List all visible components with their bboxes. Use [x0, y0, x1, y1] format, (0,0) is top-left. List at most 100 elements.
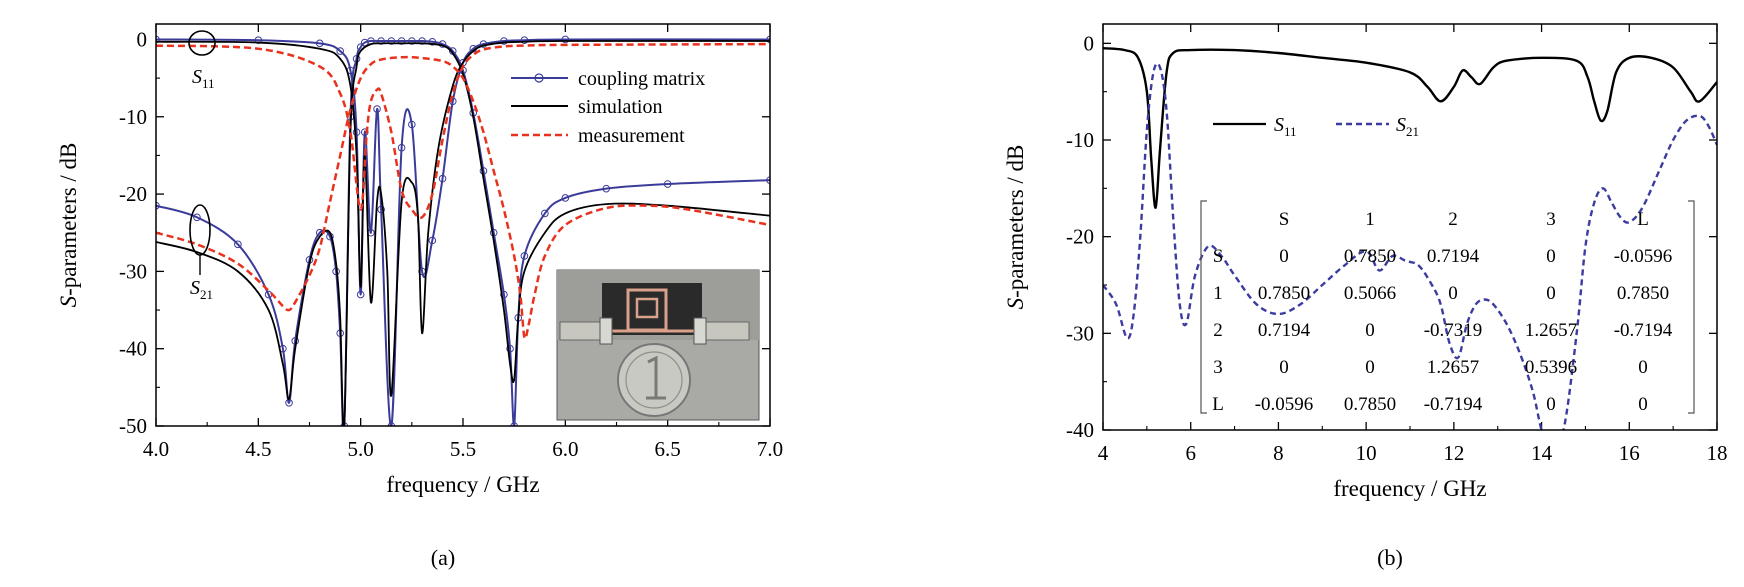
- matrix-cell: -0.7194: [1424, 394, 1483, 415]
- series-point: [766, 35, 770, 44]
- series-point: [373, 105, 381, 113]
- matrix-cell: 1.2657: [1525, 320, 1577, 341]
- series-point: [387, 37, 396, 45]
- series-line-coupling-matrix-s11: [156, 38, 770, 426]
- legend-s21-sub: 21: [1406, 124, 1419, 139]
- matrix-cell: 0: [1448, 283, 1458, 304]
- series-line-simulation-s11: [156, 40, 770, 397]
- chart-b-y-axis-label-rest: -parameters / dB: [1003, 145, 1028, 298]
- matrix-cell: 0: [1365, 357, 1375, 378]
- matrix-column-header: 1: [1365, 209, 1375, 230]
- matrix-cell: 0.7194: [1427, 246, 1480, 267]
- y-tick-label: -10: [119, 105, 147, 129]
- chart-a-frame: [155, 23, 771, 427]
- matrix-cell: 1.2657: [1427, 357, 1479, 378]
- series-point: [397, 143, 406, 152]
- y-tick-label: -30: [1066, 321, 1094, 345]
- y-tick-label: -50: [119, 414, 147, 438]
- chart-a-tick-labels: 4.0 4.5 5.0 5.5 6.0 6.5 7.0 0 -10 -20 -30 -40 -50: [119, 27, 783, 461]
- series-line-s11-0: [1103, 46, 1717, 209]
- matrix-row-header: 2: [1213, 320, 1223, 341]
- chart-b-x-axis-label: frequency / GHz: [1333, 476, 1486, 501]
- series-point: [408, 37, 416, 45]
- matrix-column-header: 3: [1546, 209, 1556, 230]
- matrix-row-header: 3: [1213, 357, 1223, 378]
- matrix-cell: 0.7850: [1258, 283, 1310, 304]
- y-tick-label: -20: [119, 182, 147, 206]
- series-point: [418, 37, 426, 45]
- chart-b-panel-label: (b): [1377, 545, 1403, 570]
- chart-a-panel-label: (a): [431, 545, 455, 570]
- matrix-cell: -0.7319: [1424, 320, 1483, 341]
- s21-callout-ellipse: [189, 204, 211, 256]
- series-point: [336, 47, 345, 55]
- series-point: [397, 37, 406, 45]
- matrix-row-header: L: [1212, 394, 1224, 415]
- series-line-simulation-s21: [156, 42, 770, 426]
- x-tick-label: 4.5: [245, 437, 271, 461]
- x-tick-label: 6: [1185, 441, 1196, 465]
- series-point: [254, 36, 263, 45]
- chart-b-tick-labels: 4 6 8 10 12 14 16 180-10-20-30-40: [1066, 31, 1728, 465]
- annotation-s11-sub: 11: [202, 76, 215, 91]
- annotation-s11: S11: [192, 66, 215, 91]
- annotation-s11-main: S: [192, 66, 202, 88]
- x-tick-label: 5.5: [450, 437, 476, 461]
- series-point: [602, 184, 611, 193]
- matrix-cell: 0: [1546, 246, 1556, 267]
- legend-s21: S21: [1396, 114, 1419, 139]
- chart-a-legend: coupling matrix simulation measurement: [511, 68, 705, 147]
- x-tick-label: 18: [1707, 441, 1728, 465]
- x-tick-label: 8: [1273, 441, 1284, 465]
- series-point: [352, 128, 361, 137]
- matrix-cell: 0: [1279, 246, 1289, 267]
- series-point: [510, 422, 518, 426]
- matrix-cell: 0.5066: [1344, 283, 1396, 304]
- matrix-cell: 0: [1638, 357, 1648, 378]
- matrix-cell: -0.7194: [1614, 320, 1673, 341]
- annotation-s21-main: S: [190, 277, 200, 299]
- matrix-cell: 0: [1546, 283, 1556, 304]
- series-point: [541, 209, 549, 218]
- series-line-measurement-s11: [156, 42, 770, 220]
- matrix-column-header: L: [1637, 209, 1649, 230]
- chart-panel-a: 4.0 4.5 5.0 5.5 6.0 6.5 7.0 0 -10 -20 -30 -40 -50 fr…: [56, 23, 783, 570]
- matrix-cell: -0.0596: [1614, 246, 1673, 267]
- chart-b-frame: [1102, 23, 1718, 431]
- chart-panel-b: 4 6 8 10 12 14 16 180-10-20-30-40 frequency / G…: [1003, 23, 1728, 570]
- chart-a-x-axis-label: frequency / GHz: [386, 472, 539, 497]
- series-point: [156, 201, 160, 210]
- series-point: [234, 240, 242, 249]
- series-point: [663, 180, 672, 188]
- matrix-cell: 0: [1365, 320, 1375, 341]
- series-point: [387, 422, 396, 426]
- series-point: [356, 290, 365, 299]
- chart-b-y-axis-label-italic: S: [1003, 297, 1028, 309]
- x-tick-label: 5.0: [348, 437, 374, 461]
- legend-s11-main: S: [1274, 114, 1284, 136]
- x-tick-label: 6.0: [552, 437, 578, 461]
- series-point: [438, 174, 447, 183]
- x-tick-label: 16: [1619, 441, 1640, 465]
- matrix-cell: -0.0596: [1255, 394, 1314, 415]
- coupling-matrix-table: S 1 2 3 L S 0 0.7850 0.7194 0 -0.0596 1 0.7850 0.5066…: [1200, 200, 1695, 415]
- chart-b-y-axis-label: S-parameters / dB: [1003, 145, 1028, 310]
- y-tick-label: -40: [1066, 418, 1094, 442]
- x-tick-label: 6.5: [655, 437, 681, 461]
- matrix-row-header: S: [1213, 246, 1224, 267]
- matrix-column-header: S: [1279, 209, 1290, 230]
- matrix-cell: 0: [1279, 357, 1289, 378]
- series-point: [500, 37, 508, 45]
- legend-s11-sub: 11: [1284, 124, 1297, 139]
- series-point: [428, 37, 437, 46]
- x-tick-label: 4: [1098, 441, 1109, 465]
- chart-a-y-axis-label-italic: S: [56, 295, 81, 307]
- y-tick-label: -10: [1066, 128, 1094, 152]
- series-point: [561, 35, 570, 44]
- series-point: [520, 252, 529, 260]
- x-tick-label: 10: [1356, 441, 1377, 465]
- inset-substrate: [602, 283, 702, 335]
- legend-simulation: simulation: [578, 96, 662, 118]
- y-tick-label: -30: [119, 259, 147, 283]
- x-tick-label: 12: [1443, 441, 1464, 465]
